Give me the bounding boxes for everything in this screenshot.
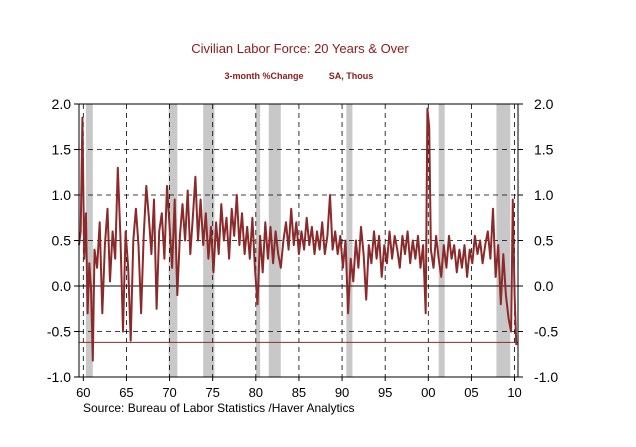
y-tick-label-left: 1.5 (52, 142, 72, 158)
x-axis: 60 65 70 75 80 85 90 95 00 05 10 (76, 377, 522, 400)
x-tick-label: 75 (205, 385, 219, 400)
series-line (78, 107, 518, 362)
x-tick-label: 85 (292, 385, 306, 400)
y-tick-label-left: -0.5 (47, 324, 71, 340)
y-tick-label-right: 1.0 (534, 187, 554, 203)
y-tick-label-right: 1.5 (534, 142, 554, 158)
y-tick-label-right: 2.0 (534, 96, 554, 112)
y-tick-label-left: 0.0 (52, 278, 72, 294)
y-tick-label-left: -1.0 (47, 369, 71, 385)
x-tick-label: 90 (335, 385, 349, 400)
series-layer (78, 107, 518, 362)
y-tick-label-left: 0.5 (52, 233, 72, 249)
y-tick-label-right: 0.5 (534, 233, 554, 249)
y-axis-left: 2.0 1.5 1.0 0.5 0.0 -0.5 -1.0 (47, 96, 79, 385)
x-tick-label: 05 (464, 385, 478, 400)
x-tick-label: 65 (119, 385, 133, 400)
y-tick-label-right: 0.0 (534, 278, 554, 294)
chart-source: Source: Bureau of Labor Statistics /Have… (83, 401, 354, 415)
y-tick-label-left: 1.0 (52, 187, 72, 203)
x-tick-label: 60 (76, 385, 90, 400)
x-tick-label: 95 (378, 385, 392, 400)
y-tick-label-right: -0.5 (534, 324, 558, 340)
chart-title: Civilian Labor Force: 20 Years & Over (191, 41, 409, 56)
x-tick-label: 70 (162, 385, 176, 400)
y-axis-right: 2.0 1.5 1.0 0.5 0.0 -0.5 -1.0 (518, 96, 558, 385)
chart-subtitle-units: SA, Thous (329, 71, 374, 81)
x-tick-label: 00 (421, 385, 435, 400)
recession-band (255, 104, 261, 377)
x-tick-label: 80 (249, 385, 263, 400)
x-tick-label: 10 (507, 385, 521, 400)
y-tick-label-right: -1.0 (534, 369, 558, 385)
y-tick-label-left: 2.0 (52, 96, 72, 112)
chart-subtitle-measure: 3-month %Change (224, 71, 303, 81)
